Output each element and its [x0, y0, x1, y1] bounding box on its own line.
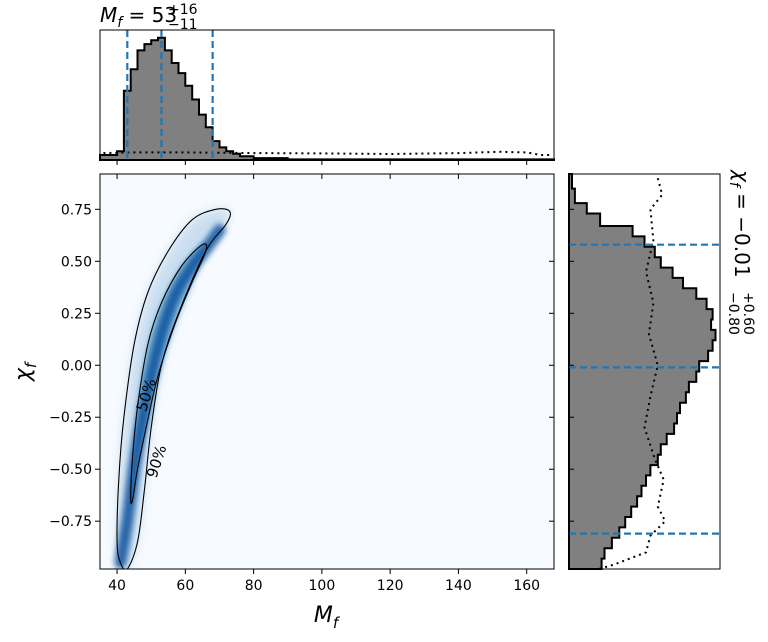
density-core-ridge	[114, 224, 226, 569]
x-tick-label: 120	[377, 578, 404, 594]
contour-50-percent	[130, 243, 208, 505]
joint-xticks: 40 60 80 100 120 140 160	[108, 174, 540, 594]
y-tick-label: −0.50	[49, 462, 92, 478]
y-tick-label: 0.25	[61, 306, 92, 322]
y-tick-label: 0.50	[61, 254, 92, 270]
right-marginal-prior-curve	[598, 177, 667, 570]
joint-background	[100, 174, 554, 569]
right-marginal-title: χf = −0.01 +0.60 −0.80	[725, 169, 756, 335]
y-tick-label: −0.25	[49, 410, 92, 426]
top-marginal-prior-curve	[103, 150, 551, 156]
x-tick-label: 80	[245, 578, 263, 594]
x-tick-label: 60	[176, 578, 194, 594]
y-tick-label: −0.75	[49, 514, 92, 530]
x-tick-label: 40	[108, 578, 126, 594]
right-marginal-title-upper: +0.60	[740, 292, 756, 335]
top-marginal-title-upper: +16	[168, 2, 198, 18]
right-marginal-quantile-lines	[569, 243, 720, 535]
y-tick-label: 0.00	[61, 358, 92, 374]
joint-yticks: 0.75 0.50 0.25 0.00 −0.25 −0.50 −0.75	[49, 202, 554, 530]
right-marginal-panel: χf = −0.01 +0.60 −0.80	[568, 169, 756, 570]
joint-ylabel: χf	[11, 360, 40, 382]
top-marginal-xticks	[116, 160, 528, 165]
x-tick-label: 100	[309, 578, 336, 594]
svg-text:χf = −0.01: χf = −0.01	[726, 169, 754, 278]
right-marginal-title-lower: −0.80	[725, 292, 741, 335]
joint-xlabel: Mf	[314, 603, 341, 632]
top-marginal-histogram	[99, 36, 555, 161]
y-tick-label: 0.75	[61, 202, 92, 218]
top-marginal-panel: Mf = 53 +16 −11	[99, 2, 555, 165]
contour-90-percent	[116, 208, 231, 569]
top-marginal-title-lower: −11	[168, 17, 198, 33]
top-marginal-title: Mf = 53	[100, 3, 177, 31]
joint-panel: 50%90% 40 60 80 100 120 140 160 0.750.500.250.…	[11, 173, 555, 632]
right-marginal-yticks	[569, 208, 574, 522]
x-tick-label: 140	[445, 578, 472, 594]
x-tick-label: 160	[513, 578, 540, 594]
joint-density	[114, 208, 231, 569]
